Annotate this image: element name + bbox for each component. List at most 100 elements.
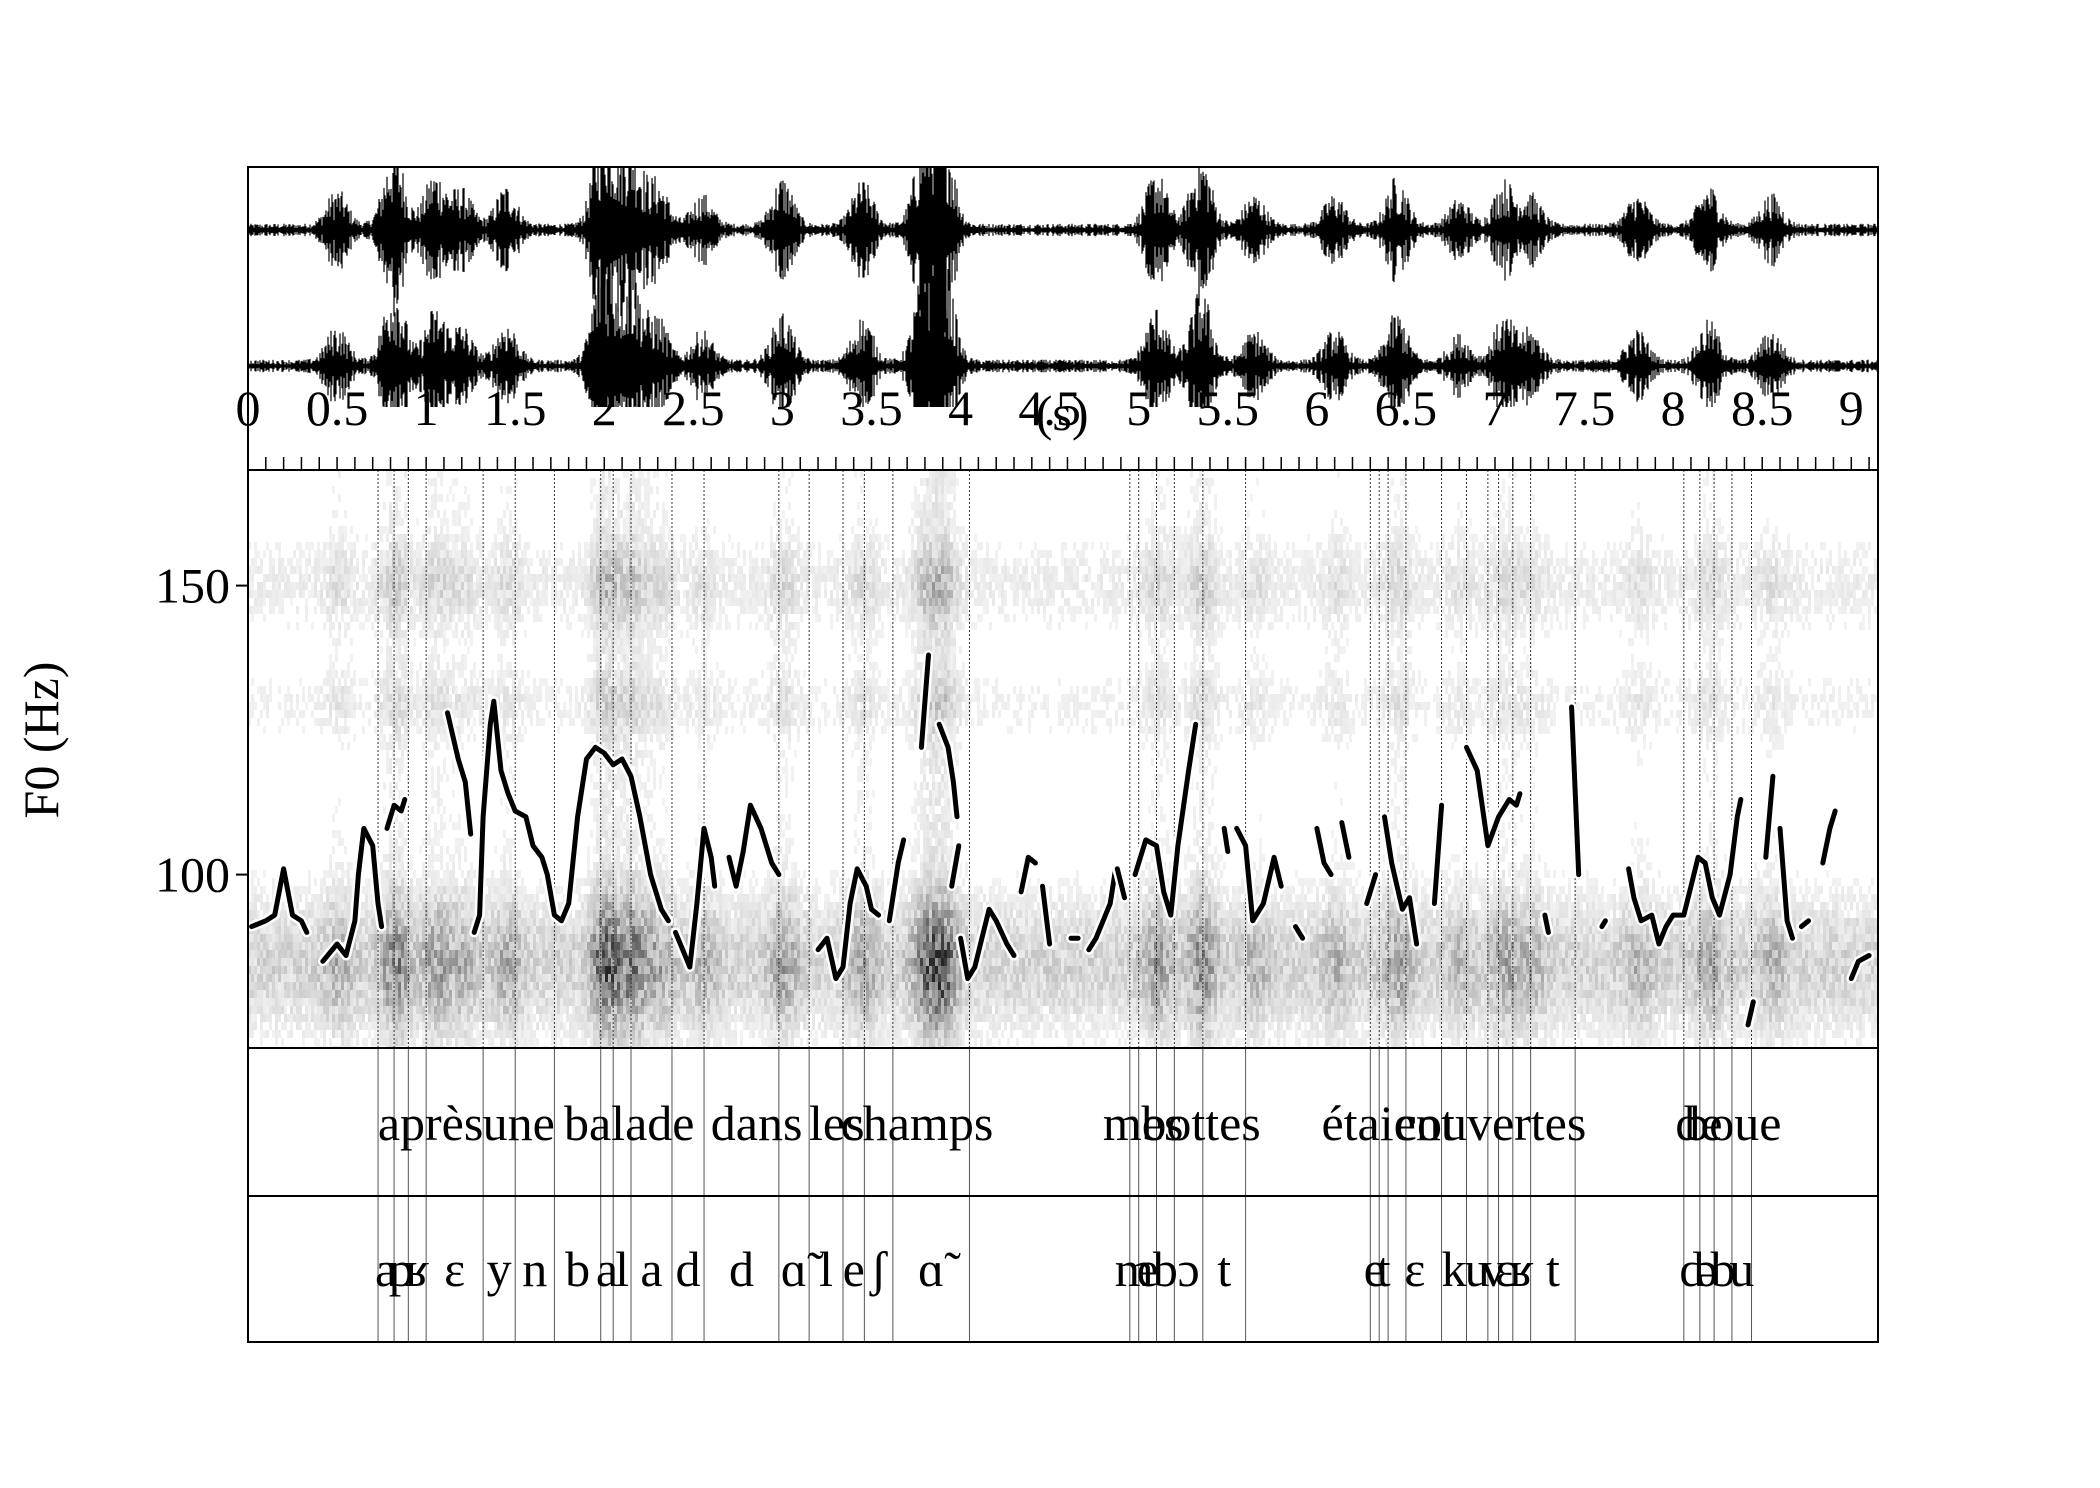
word-label: après <box>378 1095 484 1151</box>
phone-label: y <box>487 1241 512 1297</box>
time-tick-label: 7.5 <box>1553 380 1616 436</box>
f0-segment <box>1626 797 1744 947</box>
time-tick-label: 2 <box>592 380 617 436</box>
f0-contour <box>248 650 1875 1030</box>
phone-label: p <box>389 1241 414 1297</box>
f0-segment <box>1364 872 1379 906</box>
f0-segment <box>1431 802 1445 906</box>
f0-segment <box>1542 912 1551 935</box>
phone-label: a <box>375 1241 397 1297</box>
f0-segment <box>445 710 474 837</box>
phone-label: b <box>565 1241 590 1297</box>
phone-label: d <box>676 1241 701 1297</box>
phone-label: e <box>1137 1241 1159 1297</box>
f0-segment <box>1798 918 1811 930</box>
word-label: champs <box>841 1095 994 1151</box>
phone-label: u <box>1465 1241 1490 1297</box>
phone-label: b <box>1711 1241 1736 1297</box>
f0-segment <box>726 802 782 889</box>
y-axis-label: F0 (Hz) <box>13 662 69 819</box>
f0-segment <box>1314 825 1334 878</box>
time-tick-label: 4.5 <box>1018 380 1081 436</box>
phone-label: d <box>729 1241 754 1297</box>
time-tick-label: 7 <box>1482 380 1507 436</box>
phone-label: ɛ <box>1495 1241 1516 1297</box>
word-label: de <box>1675 1095 1722 1151</box>
f0-tick-label: 100 <box>155 847 230 903</box>
f0-segment <box>320 825 385 964</box>
phone-label: ʁ <box>1510 1241 1534 1297</box>
f0-tick-label: 150 <box>155 558 230 614</box>
f0-segment <box>1293 924 1306 941</box>
phone-label: a <box>640 1241 662 1297</box>
phone-label: e <box>1364 1241 1386 1297</box>
f0-segment <box>249 866 310 935</box>
time-tick-label: 6.5 <box>1375 380 1438 436</box>
phone-label: v <box>1481 1241 1506 1297</box>
waveform-channel-1 <box>248 167 1878 369</box>
time-tick-label: 1 <box>414 380 439 436</box>
word-label: balade <box>564 1095 694 1151</box>
time-tick-label: 9 <box>1839 380 1864 436</box>
phone-label: k <box>1442 1241 1467 1297</box>
f0-segment <box>1569 704 1582 878</box>
f0-segment <box>1820 808 1838 866</box>
phone-label: t <box>1377 1241 1391 1297</box>
word-label: boue <box>1684 1095 1781 1151</box>
phone-label: m <box>1115 1241 1154 1297</box>
word-label: une <box>483 1095 555 1151</box>
f0-segment <box>1018 854 1038 895</box>
waveform-panel <box>248 167 1878 407</box>
f0-segment <box>1382 814 1420 947</box>
f0-segment <box>1464 744 1523 849</box>
f0-segment <box>936 721 960 820</box>
phone-label: b <box>1153 1241 1178 1297</box>
word-label: mes <box>1103 1095 1184 1151</box>
time-tick-label: 0.5 <box>306 380 369 436</box>
time-unit-label: (s) <box>1036 385 1089 441</box>
phone-label: a <box>596 1241 618 1297</box>
f0-segment <box>886 837 907 924</box>
time-tick-label: 5.5 <box>1197 380 1260 436</box>
f0-segment <box>384 797 408 831</box>
phone-label: ʁ <box>405 1241 429 1297</box>
f0-segment <box>958 906 1017 982</box>
f0-segment <box>1777 825 1795 941</box>
f0-axis: 100 150 <box>155 558 248 903</box>
phone-label: ɛ <box>1404 1241 1425 1297</box>
plot-frame <box>247 166 1879 1343</box>
time-tick-label: 8 <box>1661 380 1686 436</box>
word-label: couvertes <box>1395 1095 1587 1151</box>
f0-segment <box>1221 825 1231 854</box>
time-tick-label: 3 <box>770 380 795 436</box>
word-label: dans <box>711 1095 803 1151</box>
f0-segment <box>1040 883 1053 947</box>
time-tick-label: 5 <box>1126 380 1151 436</box>
phone-label: t <box>1546 1241 1560 1297</box>
f0-segment <box>1745 999 1756 1028</box>
f0-segment <box>1114 866 1127 901</box>
phone-label: n <box>522 1241 547 1297</box>
f0-segment <box>1339 820 1352 860</box>
f0-segment <box>1234 825 1284 924</box>
phone-label: l <box>615 1241 629 1297</box>
f0-segment <box>673 825 718 970</box>
phone-label: ɛ <box>444 1241 465 1297</box>
phone-label: ə <box>1696 1241 1718 1297</box>
f0-segment <box>815 866 882 982</box>
time-tick-label: 3.5 <box>840 380 903 436</box>
time-tick-label: 1.5 <box>484 380 547 436</box>
phone-label: e <box>843 1241 865 1297</box>
phone-label: ɔ <box>1177 1241 1199 1297</box>
f0-segment <box>949 843 962 889</box>
f0-segment <box>471 698 671 935</box>
f0-segment <box>1132 721 1199 918</box>
time-tick-label: 8.5 <box>1731 380 1794 436</box>
f0-segment <box>1848 953 1872 982</box>
phone-label: d <box>1679 1241 1704 1297</box>
phone-label: ʃ <box>869 1241 888 1297</box>
time-tick-label: 4 <box>948 380 973 436</box>
f0-segment <box>1599 918 1608 930</box>
